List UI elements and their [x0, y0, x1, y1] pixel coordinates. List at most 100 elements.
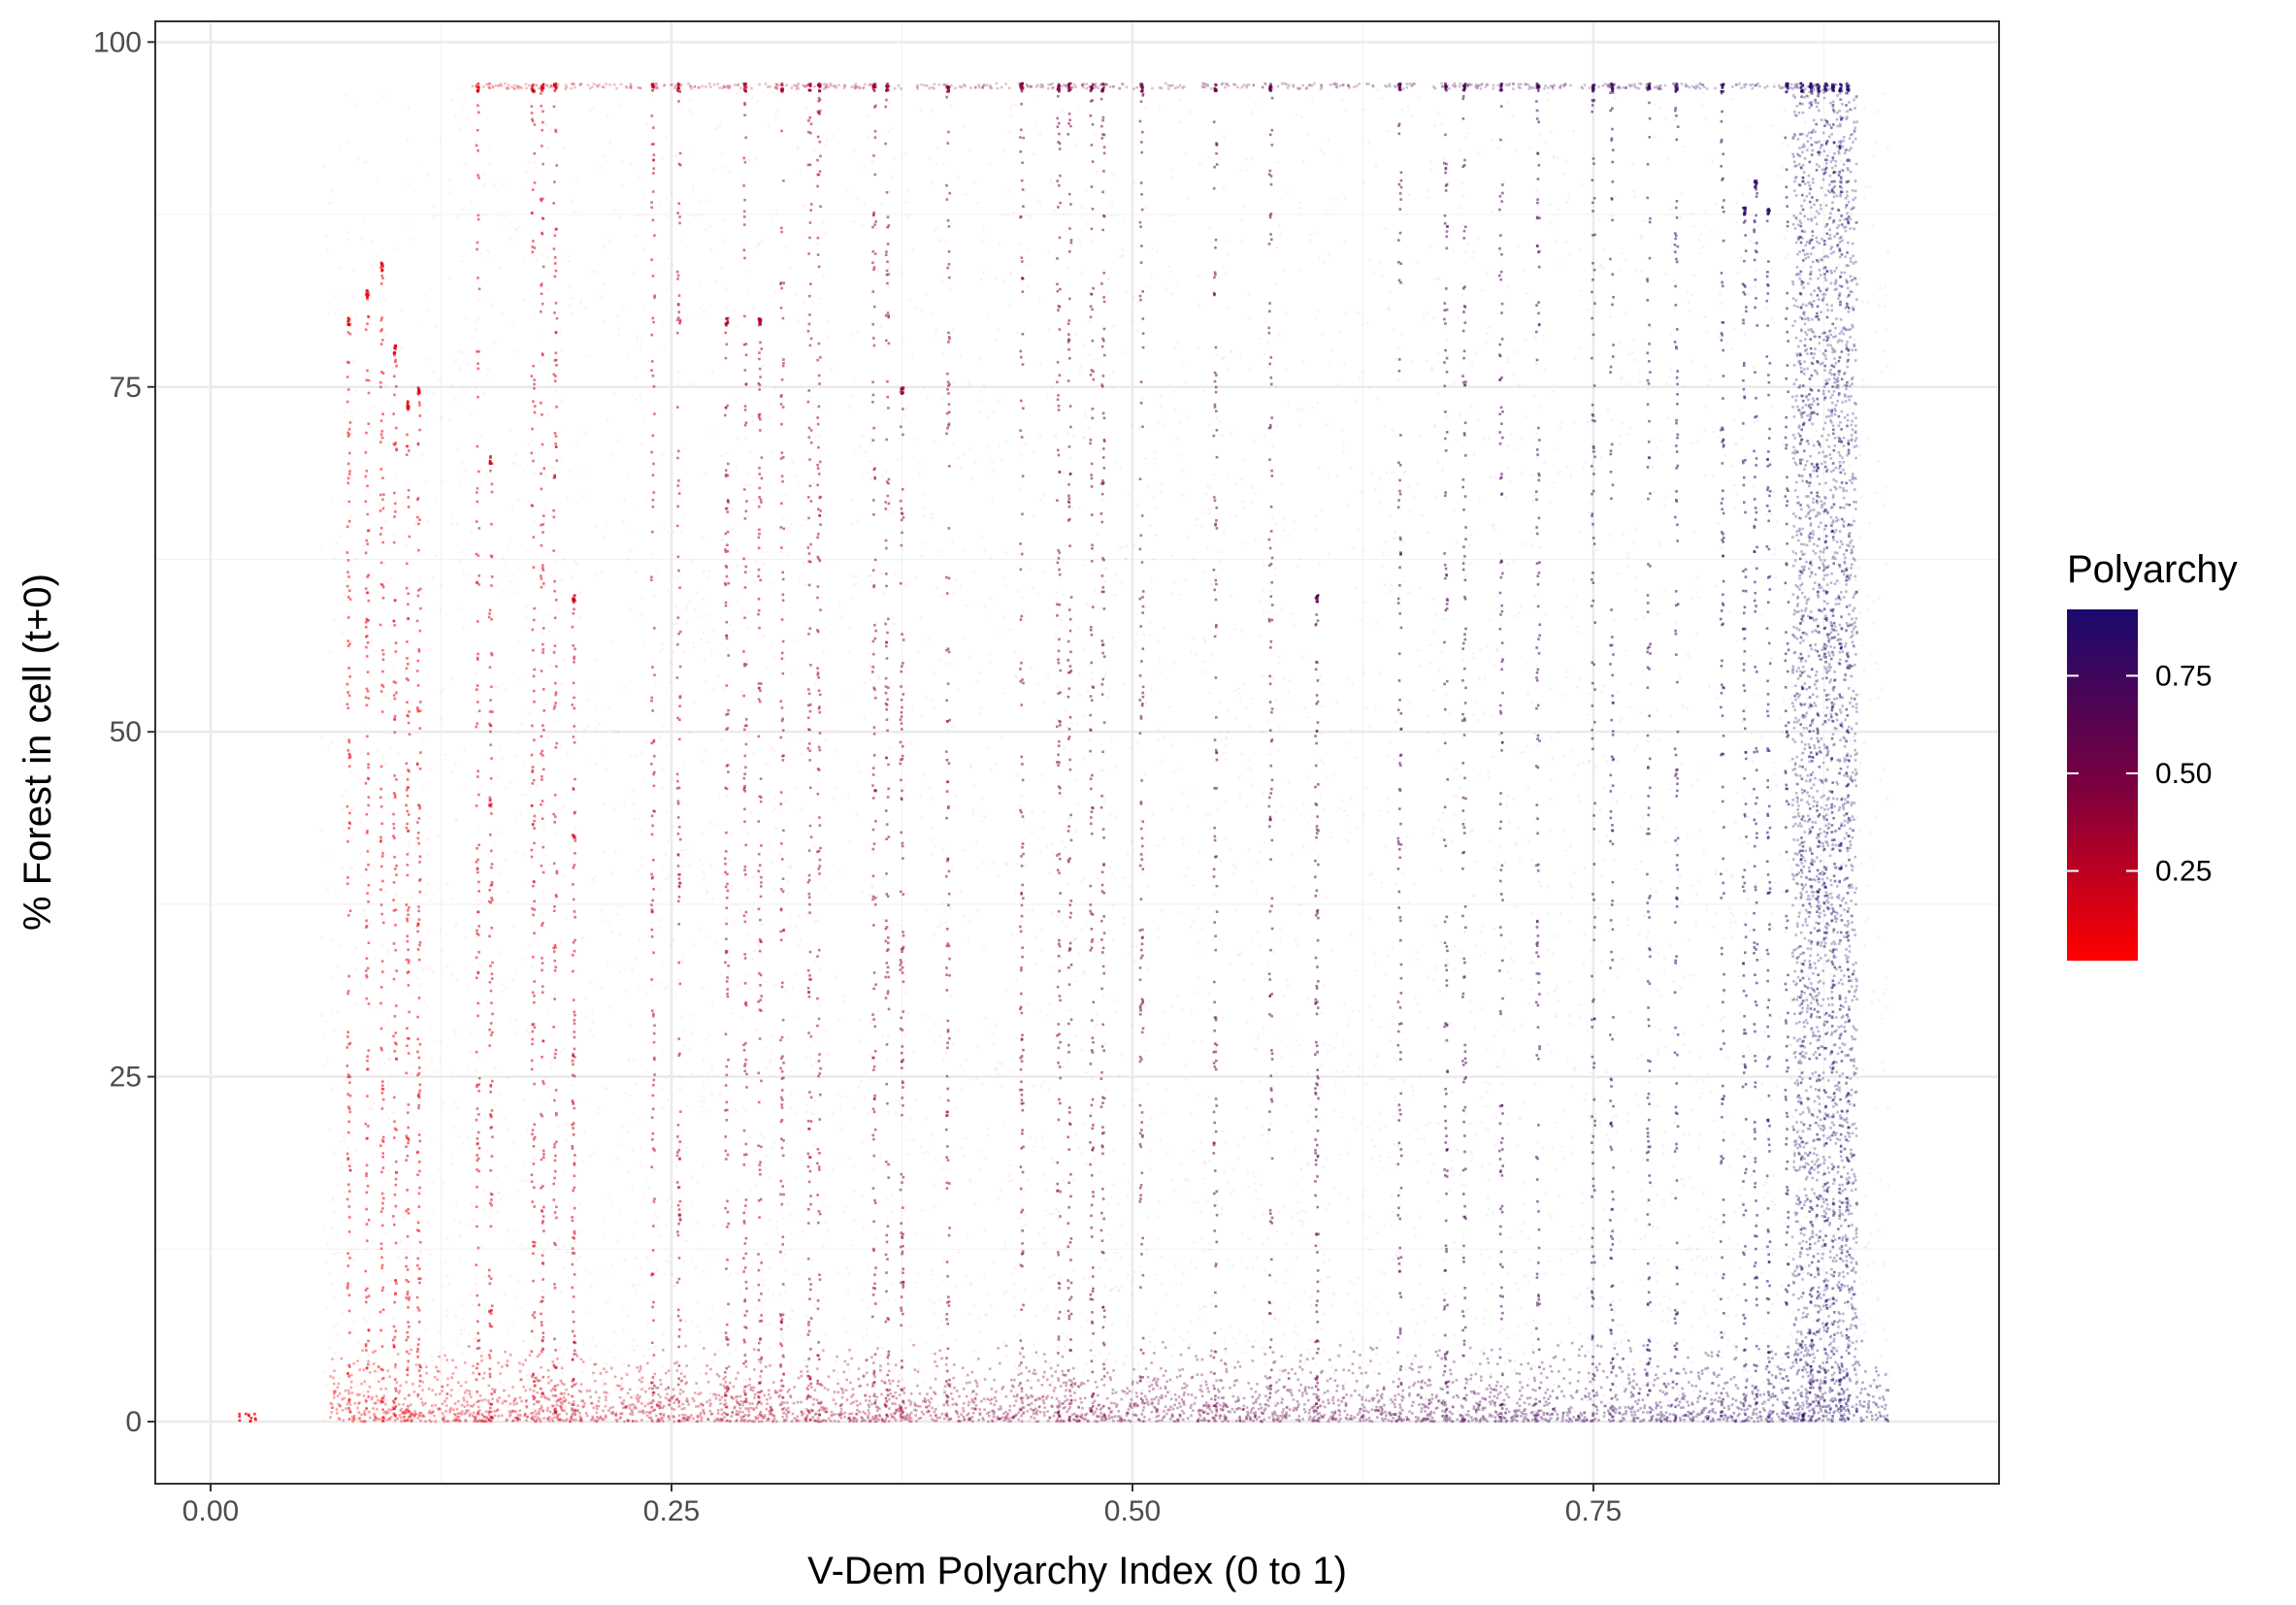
scatter-point — [1880, 370, 1884, 374]
scatter-point — [1779, 716, 1782, 720]
scatter-point — [1111, 214, 1114, 218]
scatter-point — [969, 765, 972, 768]
scatter-point — [419, 161, 423, 164]
scatter-point — [1639, 1237, 1643, 1241]
scatter-point — [1118, 1289, 1122, 1292]
scatter-point — [344, 790, 348, 793]
scatter-point — [503, 85, 506, 88]
scatter-point — [1383, 1405, 1387, 1408]
scatter-point — [1154, 534, 1157, 538]
scatter-point — [751, 957, 755, 961]
scatter-point — [659, 201, 662, 204]
scatter-point — [1299, 268, 1302, 272]
scatter-point — [383, 299, 386, 303]
scatter-point — [1828, 813, 1832, 817]
scatter-point — [333, 556, 336, 560]
scatter-point — [1806, 600, 1810, 604]
scatter-point — [541, 823, 545, 826]
scatter-point — [1009, 271, 1013, 274]
scatter-point — [802, 330, 804, 333]
scatter-point — [1122, 1361, 1126, 1365]
scatter-point — [1072, 1268, 1075, 1272]
scatter-point — [899, 1420, 902, 1423]
scatter-point — [717, 675, 720, 678]
scatter-point — [1323, 1254, 1327, 1257]
scatter-point — [1245, 1333, 1248, 1337]
scatter-point — [680, 960, 684, 963]
scatter-point — [631, 968, 635, 972]
scatter-point — [779, 1334, 783, 1337]
scatter-point — [1328, 552, 1330, 556]
scatter-point — [1414, 997, 1418, 999]
scatter-point — [615, 1158, 618, 1161]
scatter-point — [643, 1380, 646, 1383]
scatter-point — [363, 1390, 366, 1393]
scatter-point — [1349, 1396, 1352, 1400]
scatter-point — [948, 287, 952, 290]
scatter-point — [886, 1217, 890, 1220]
scatter-point — [1208, 1419, 1211, 1423]
scatter-point — [975, 1077, 978, 1081]
scatter-point — [682, 848, 685, 852]
plot-panel-background — [155, 21, 1999, 1484]
scatter-point — [1625, 732, 1629, 736]
scatter-point — [633, 1058, 636, 1061]
scatter-point — [1837, 1345, 1840, 1349]
scatter-point — [1033, 1145, 1036, 1149]
scatter-point — [1741, 1201, 1745, 1204]
scatter-point — [1782, 1420, 1786, 1424]
scatter-point — [1060, 795, 1064, 799]
scatter-point — [1265, 1237, 1269, 1240]
scatter-point — [1179, 1163, 1183, 1166]
scatter-point — [486, 476, 490, 479]
scatter-point — [1761, 1082, 1764, 1086]
scatter-point — [579, 302, 582, 306]
scatter-point — [1328, 1402, 1332, 1405]
scatter-point — [603, 283, 607, 286]
scatter-point — [1701, 1258, 1705, 1261]
scatter-point — [1232, 864, 1236, 867]
scatter-point — [1814, 1194, 1817, 1197]
scatter-point — [1474, 944, 1477, 947]
scatter-point — [992, 409, 995, 413]
scatter-point — [849, 597, 853, 600]
scatter-point — [361, 220, 365, 223]
scatter-point — [815, 1061, 819, 1064]
scatter-point — [944, 241, 948, 245]
scatter-point — [788, 1203, 791, 1206]
scatter-point — [1810, 539, 1813, 541]
scatter-point — [1503, 946, 1506, 949]
scatter-point — [1000, 736, 1003, 738]
scatter-point — [1696, 439, 1699, 442]
scatter-point — [567, 901, 570, 905]
scatter-point — [557, 946, 560, 949]
scatter-point — [533, 473, 537, 475]
scatter-point — [1015, 978, 1018, 982]
scatter-point — [1702, 766, 1706, 770]
scatter-point — [1401, 871, 1404, 874]
scatter-point — [449, 1071, 453, 1075]
scatter-point — [1387, 753, 1391, 757]
scatter-point — [1797, 1365, 1801, 1368]
scatter-point — [1347, 503, 1351, 506]
scatter-point — [804, 1359, 806, 1362]
scatter-point — [1506, 563, 1509, 567]
scatter-point — [1220, 550, 1223, 553]
scatter-point — [1813, 1108, 1817, 1111]
scatter-point — [496, 831, 499, 834]
scatter-point — [753, 701, 756, 704]
scatter-point — [745, 611, 748, 614]
scatter-point — [677, 1075, 681, 1078]
scatter-point — [604, 1086, 607, 1090]
scatter-point — [818, 1004, 821, 1007]
scatter-point — [1460, 950, 1462, 954]
scatter-point — [939, 657, 942, 661]
scatter-point — [1582, 962, 1585, 965]
scatter-point — [1527, 839, 1530, 843]
scatter-point — [552, 232, 556, 236]
scatter-point — [670, 274, 673, 278]
scatter-point — [1589, 1071, 1592, 1074]
scatter-point — [1616, 690, 1620, 694]
scatter-point — [480, 716, 484, 720]
scatter-point — [685, 1146, 688, 1150]
